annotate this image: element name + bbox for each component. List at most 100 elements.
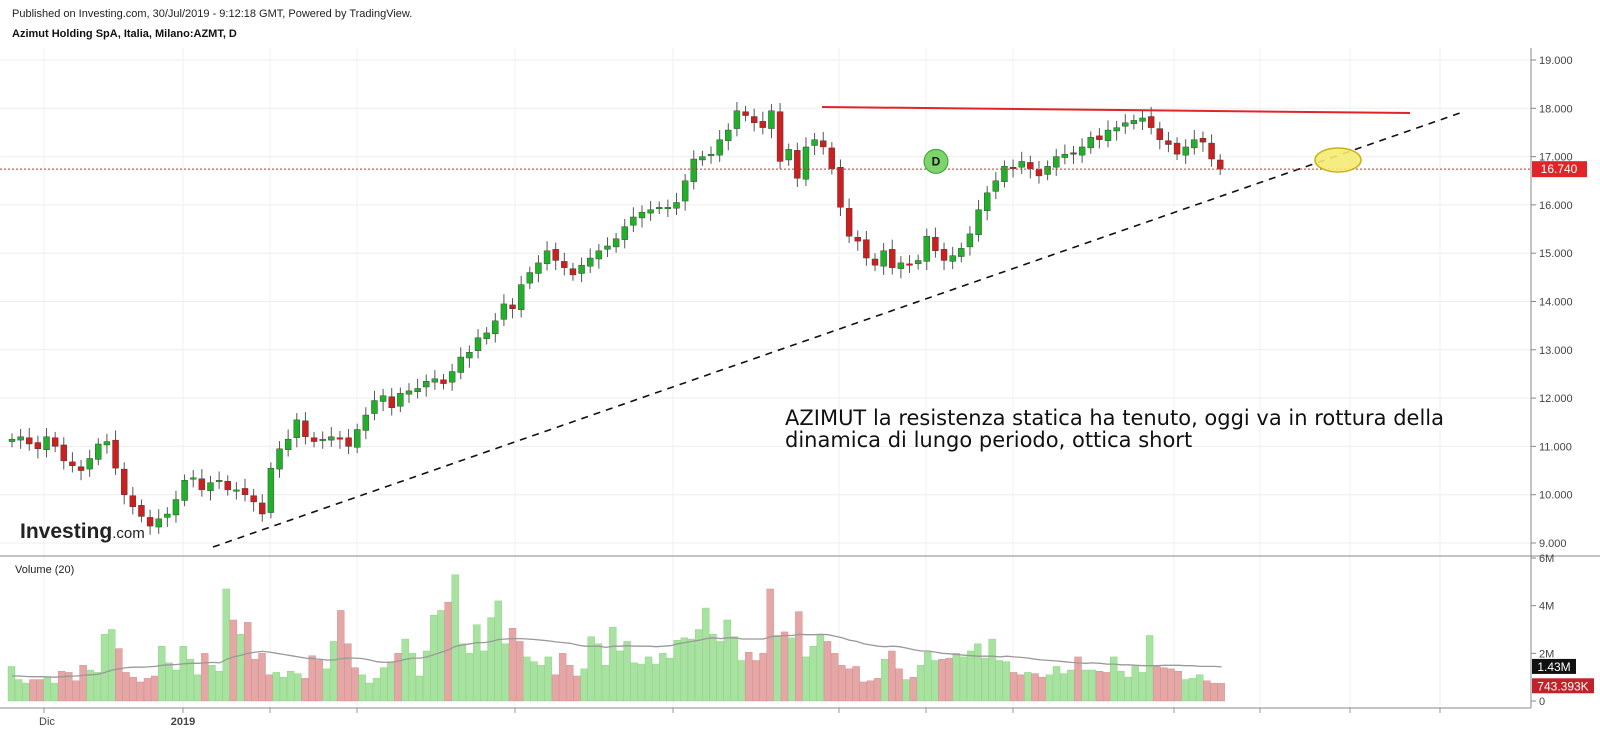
last-volume-value: 743.393K — [1537, 679, 1588, 693]
volume-bar — [301, 678, 309, 702]
candle — [526, 266, 533, 289]
candle — [371, 390, 378, 421]
volume-bar — [158, 645, 166, 702]
candle — [26, 428, 33, 451]
volume-bar — [222, 588, 230, 702]
candle — [120, 462, 128, 505]
candle — [552, 242, 559, 271]
volume-bar — [322, 668, 331, 702]
candle — [207, 475, 214, 501]
candle — [250, 488, 257, 512]
candle — [483, 327, 490, 345]
volume-bar — [143, 678, 152, 702]
price-tick-label: 11.000 — [1539, 441, 1572, 453]
candle — [630, 207, 637, 232]
dividend-marker[interactable]: D — [923, 148, 949, 174]
volume-bar — [1167, 668, 1175, 702]
candle — [949, 246, 956, 270]
volume-bar — [165, 662, 173, 702]
candle — [1156, 121, 1163, 150]
volume-bar — [702, 607, 710, 702]
volume-bar — [852, 666, 860, 702]
logo-suffix: .com — [112, 525, 145, 542]
candle — [500, 294, 508, 327]
candle — [164, 507, 171, 528]
candle — [95, 438, 102, 466]
candle — [785, 143, 792, 166]
volume-bar — [838, 665, 846, 702]
chart-title: Azimut Holding SpA, Italia, Milano:AZMT,… — [12, 28, 237, 40]
candle — [517, 275, 525, 318]
candle — [129, 486, 137, 515]
candle — [966, 226, 974, 256]
candle — [828, 142, 836, 175]
volume-bar — [422, 650, 431, 702]
volume-bar — [859, 681, 867, 702]
volume-bar — [566, 665, 574, 702]
volume-bar — [1088, 669, 1097, 702]
volume-bar — [415, 675, 424, 702]
candle — [457, 347, 464, 380]
candle — [1130, 114, 1138, 130]
volume-bar — [487, 617, 495, 702]
volume-bar — [236, 634, 245, 702]
candle — [854, 230, 861, 251]
candle — [198, 469, 206, 497]
volume-bar — [1153, 666, 1161, 702]
grid — [0, 48, 1531, 713]
candle — [397, 387, 404, 413]
candle — [811, 132, 818, 156]
candle — [906, 255, 913, 274]
candle — [1199, 131, 1207, 152]
candle — [725, 123, 732, 151]
candle — [612, 232, 620, 253]
candle — [155, 509, 162, 534]
volume-bar — [1002, 661, 1011, 702]
candle — [492, 313, 499, 343]
volume-bar — [108, 629, 116, 702]
candle — [293, 413, 300, 448]
candle — [1078, 138, 1086, 163]
candle — [1139, 110, 1146, 131]
candle — [656, 201, 663, 215]
candle — [923, 228, 930, 271]
candle — [8, 433, 16, 448]
candle — [1035, 160, 1043, 184]
volume-bar — [1217, 683, 1225, 702]
price-axis: 9.000 10.000 11.000 12.000 13.000 14.000 15.00… — [1531, 55, 1573, 550]
volume-bar — [265, 674, 273, 702]
candle — [1104, 120, 1112, 148]
candle — [750, 108, 758, 132]
volume-bar — [14, 679, 23, 702]
candle — [345, 429, 352, 455]
volume-bar — [752, 660, 760, 702]
volume-bar — [809, 645, 817, 702]
candle — [509, 298, 516, 319]
volume-bar — [100, 634, 109, 702]
volume-bar — [630, 662, 638, 702]
volume-bar — [115, 648, 123, 702]
candle — [716, 130, 723, 162]
volume-bar — [1195, 674, 1204, 702]
price-tick-label: 9.000 — [1539, 538, 1567, 550]
volume-bar — [773, 635, 782, 702]
candle — [975, 200, 982, 242]
candle — [578, 257, 585, 283]
volume-bar — [129, 676, 137, 702]
candle — [138, 499, 145, 523]
volume-bar — [351, 667, 359, 702]
volume-bar — [294, 673, 302, 702]
volume-tick-label: 4M — [1539, 601, 1554, 613]
volume-bar — [888, 650, 896, 702]
candle — [215, 471, 223, 489]
last-price-badge: 16.740 — [1532, 161, 1587, 178]
candle — [405, 383, 413, 403]
volume-bar — [601, 665, 610, 702]
volume-bar — [580, 668, 588, 702]
candle — [181, 474, 188, 507]
volume-bar — [737, 660, 746, 702]
volume-bar — [516, 641, 524, 702]
volume-bar — [79, 665, 87, 702]
volume-bar — [258, 653, 266, 702]
